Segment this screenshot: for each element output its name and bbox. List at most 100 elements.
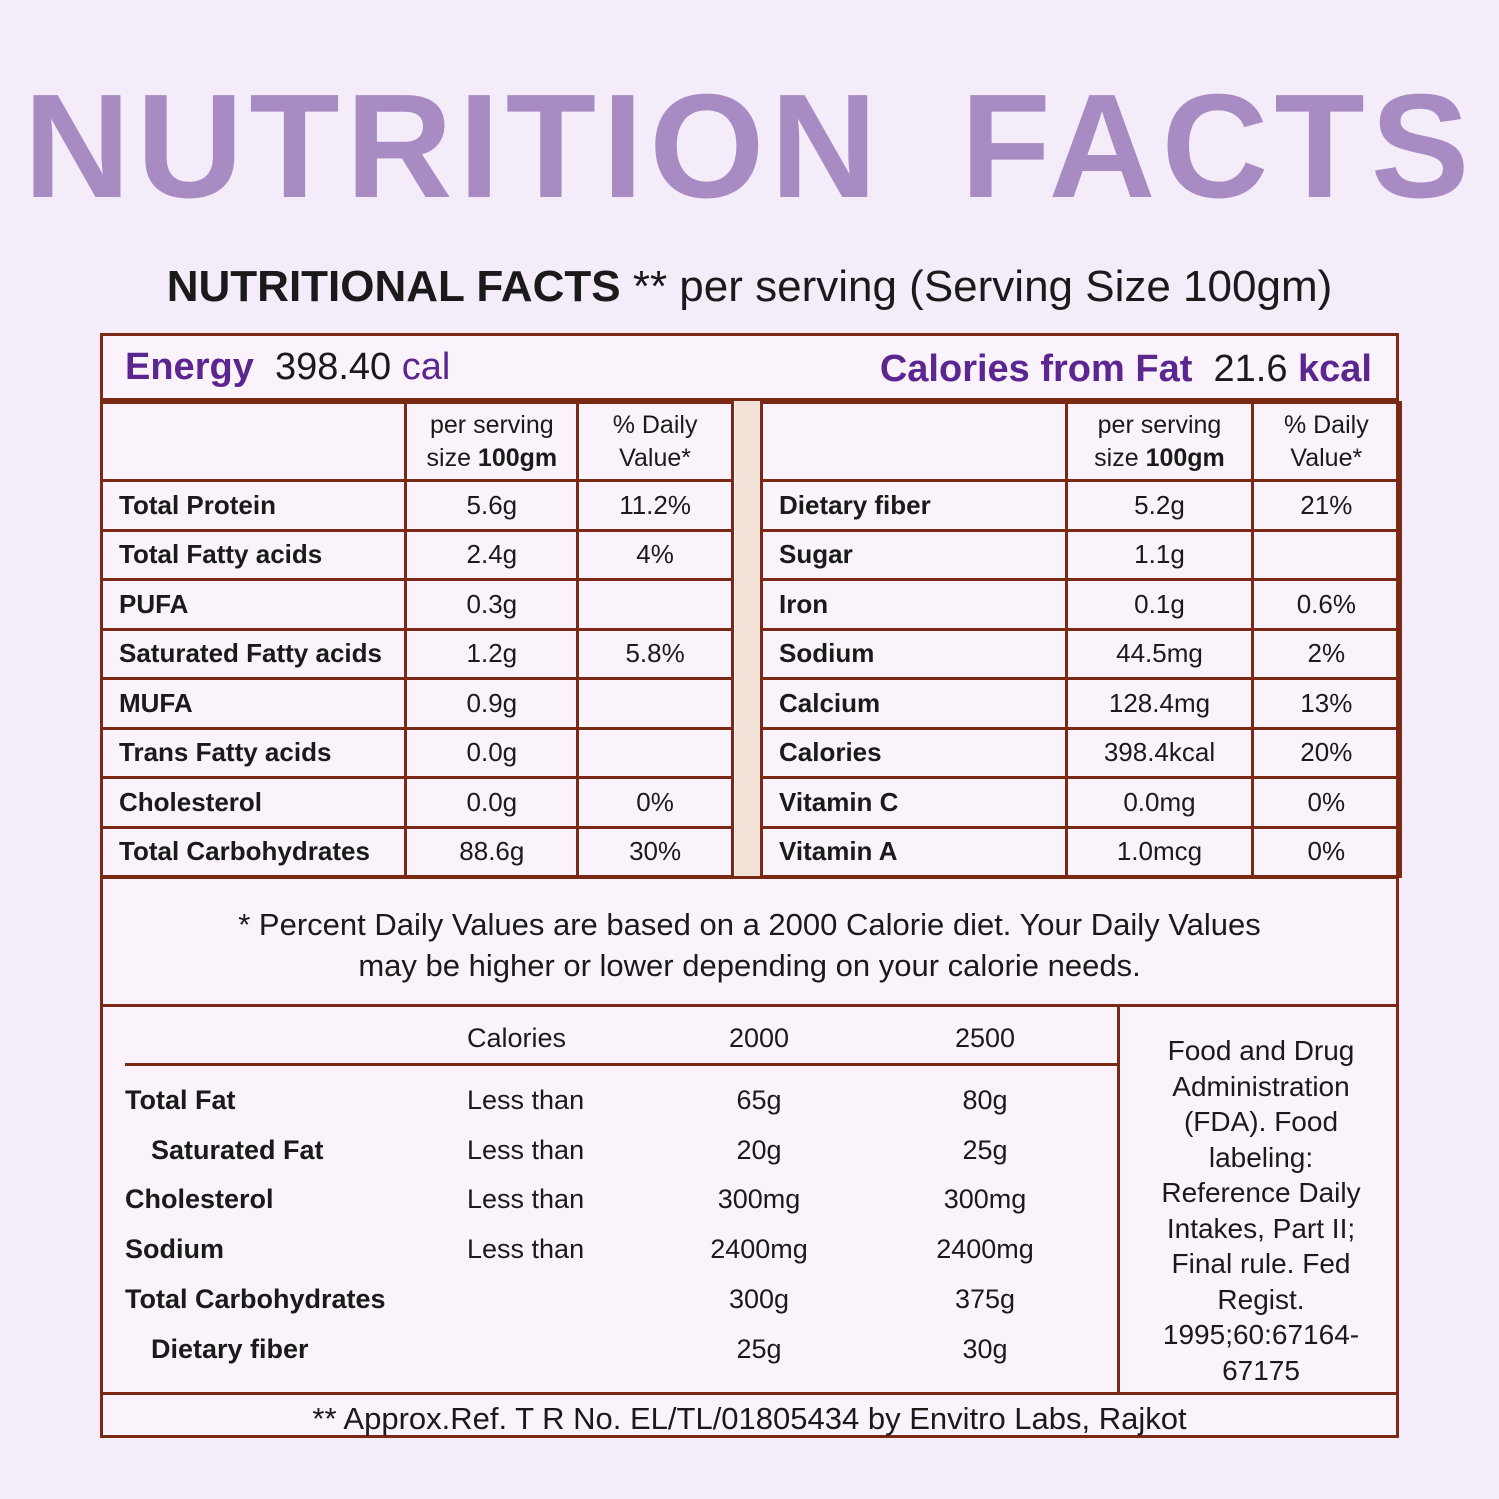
table-row: Cholesterol 0.0g 0% [99, 776, 734, 829]
table-row: PUFA 0.3g [99, 578, 734, 631]
header-line: per serving [429, 411, 554, 439]
table-row: Calcium 128.4mg 13% [759, 677, 1403, 730]
table-row: Calories 398.4kcal 20% [759, 726, 1403, 779]
header-daily-value: % Daily Value* [1250, 401, 1403, 482]
dv-2500: 375g [954, 1283, 1016, 1314]
nutrient-amount: 88.6g [404, 825, 580, 878]
dv-row: Saturated Fat Less than 20g 25g [103, 1135, 1120, 1185]
nutrient-daily-value: 4% [576, 528, 734, 581]
nutrient-name: MUFA [99, 677, 408, 730]
nutrient-amount: 398.4kcal [1065, 726, 1254, 779]
nutrient-daily-value: 20% [1250, 726, 1403, 779]
cff-value: 21.6 [1213, 348, 1288, 390]
nutrient-daily-value [576, 677, 734, 730]
fda-line: Reference Daily [1161, 1177, 1361, 1209]
nutrient-name: Sugar [759, 528, 1069, 581]
nutrient-amount: 0.0mg [1065, 776, 1254, 829]
fda-line: Final rule. Fed [1171, 1248, 1351, 1280]
fda-line: 67175 [1222, 1354, 1300, 1386]
header-empty [759, 401, 1069, 482]
subtitle-rest: ** per serving (Serving Size 100gm) [620, 262, 1333, 311]
table-row: Total Carbohydrates 88.6g 30% [99, 825, 734, 878]
dv-row: Dietary fiber 25g 30g [103, 1334, 1120, 1384]
table-row: Trans Fatty acids 0.0g [99, 726, 734, 779]
nutrient-daily-value [576, 726, 734, 779]
nutrient-amount: 5.2g [1065, 479, 1254, 532]
nutrient-name: Iron [759, 578, 1069, 631]
column-header-row: per serving size 100gm % Daily Value* [759, 401, 1403, 482]
fda-line: Food and Drug [1167, 1035, 1355, 1066]
nutrient-daily-value: 0% [1250, 825, 1403, 878]
fda-line: Administration [1172, 1070, 1350, 1102]
header-line: Value* [619, 443, 691, 472]
nutrient-daily-value: 0% [576, 776, 734, 829]
header-line: size 100gm [1068, 442, 1250, 475]
nutrient-name: Vitamin A [759, 825, 1069, 878]
fda-line: 1995;60:67164- [1162, 1319, 1360, 1351]
header-line: size 100gm [407, 442, 576, 475]
table-row: Iron 0.1g 0.6% [759, 578, 1403, 631]
footnote-line1: * Percent Daily Values are based on a 20… [238, 907, 1261, 942]
nutrient-name: Saturated Fatty acids [99, 627, 408, 680]
header-per-serving: per serving size 100gm [1065, 401, 1254, 482]
dv-nutrient: Total Carbohydrates [125, 1283, 386, 1314]
cff-label: Calories from Fat [879, 348, 1193, 390]
dv-nutrient: Total Fat [125, 1085, 236, 1115]
header-empty [99, 401, 408, 482]
dv-comparison: Less than [467, 1184, 585, 1215]
energy-value: 398.40 [274, 346, 392, 388]
column-header-row: per serving size 100gm % Daily Value* [99, 401, 734, 482]
nutrient-name: Calories [759, 726, 1069, 779]
nutrient-daily-value: 21% [1250, 479, 1403, 532]
nutrient-amount: 0.9g [404, 677, 580, 730]
header-line: per serving [1097, 411, 1222, 439]
nutrient-daily-value: 11.2% [576, 479, 734, 532]
table-row: MUFA 0.9g [99, 677, 734, 730]
nutrient-amount: 2.4g [404, 528, 580, 581]
table-row: Sodium 44.5mg 2% [759, 627, 1403, 680]
dv-comparison: Less than [467, 1085, 585, 1115]
header-daily-value: % Daily Value* [576, 401, 734, 482]
header-line: % Daily [612, 411, 698, 439]
nutrient-name: Total Fatty acids [99, 528, 408, 581]
nutrient-amount: 5.6g [404, 479, 580, 532]
header-line: % Daily [1283, 411, 1369, 439]
dv-row: Cholesterol Less than 300mg 300mg [103, 1184, 1120, 1234]
daily-values-table: Calories 2000 2500 Total Fat Less than 65g 80g… [103, 1007, 1120, 1392]
dv-row: Total Carbohydrates 300g 375g [103, 1284, 1120, 1334]
energy-label: Energy [125, 346, 254, 388]
nutrient-daily-value [576, 578, 734, 631]
dv-comparison: Less than [467, 1134, 585, 1165]
bottom-reference: ** Approx.Ref. T R No. EL/TL/01805434 by… [103, 1392, 1396, 1441]
nutrient-daily-value [1250, 528, 1403, 581]
dv-header-cell: Calories [467, 1023, 567, 1053]
header-per-serving: per serving size 100gm [404, 401, 580, 482]
right-nutrient-table: per serving size 100gm % Daily Value* Dietar… [759, 401, 1403, 878]
nutrient-name: Cholesterol [99, 776, 408, 829]
dv-nutrient: Saturated Fat [151, 1134, 324, 1165]
table-row: Dietary fiber 5.2g 21% [759, 479, 1403, 532]
table-row: Vitamin C 0.0mg 0% [759, 776, 1403, 829]
dv-row: Total Fat Less than 65g 80g [103, 1085, 1120, 1135]
nutrient-daily-value: 0% [1250, 776, 1403, 829]
table-row: Total Protein 5.6g 11.2% [99, 479, 734, 532]
nutrient-name: Dietary fiber [759, 479, 1069, 532]
nutrient-amount: 0.0g [404, 776, 580, 829]
nutrient-amount: 1.0mcg [1065, 825, 1254, 878]
dv-2000: 65g [736, 1085, 782, 1115]
header-text: 100gm [1145, 443, 1225, 472]
nutrient-amount: 44.5mg [1065, 627, 1254, 680]
nutrient-amount: 1.1g [1065, 528, 1254, 581]
table-row: Vitamin A 1.0mcg 0% [759, 825, 1403, 878]
fda-line: Intakes, Part II; [1166, 1212, 1356, 1244]
column-separator [735, 401, 763, 877]
nutrient-name: Calcium [759, 677, 1069, 730]
nutrient-amount: 128.4mg [1065, 677, 1254, 730]
dv-2000: 300mg [717, 1184, 801, 1215]
nutrient-daily-value: 0.6% [1250, 578, 1403, 631]
fda-line: labeling: [1208, 1141, 1314, 1173]
divider [125, 1063, 1120, 1066]
header-text: size [426, 443, 478, 472]
dv-2500: 2400mg [936, 1234, 1034, 1265]
fda-line: Regist. [1217, 1283, 1305, 1315]
